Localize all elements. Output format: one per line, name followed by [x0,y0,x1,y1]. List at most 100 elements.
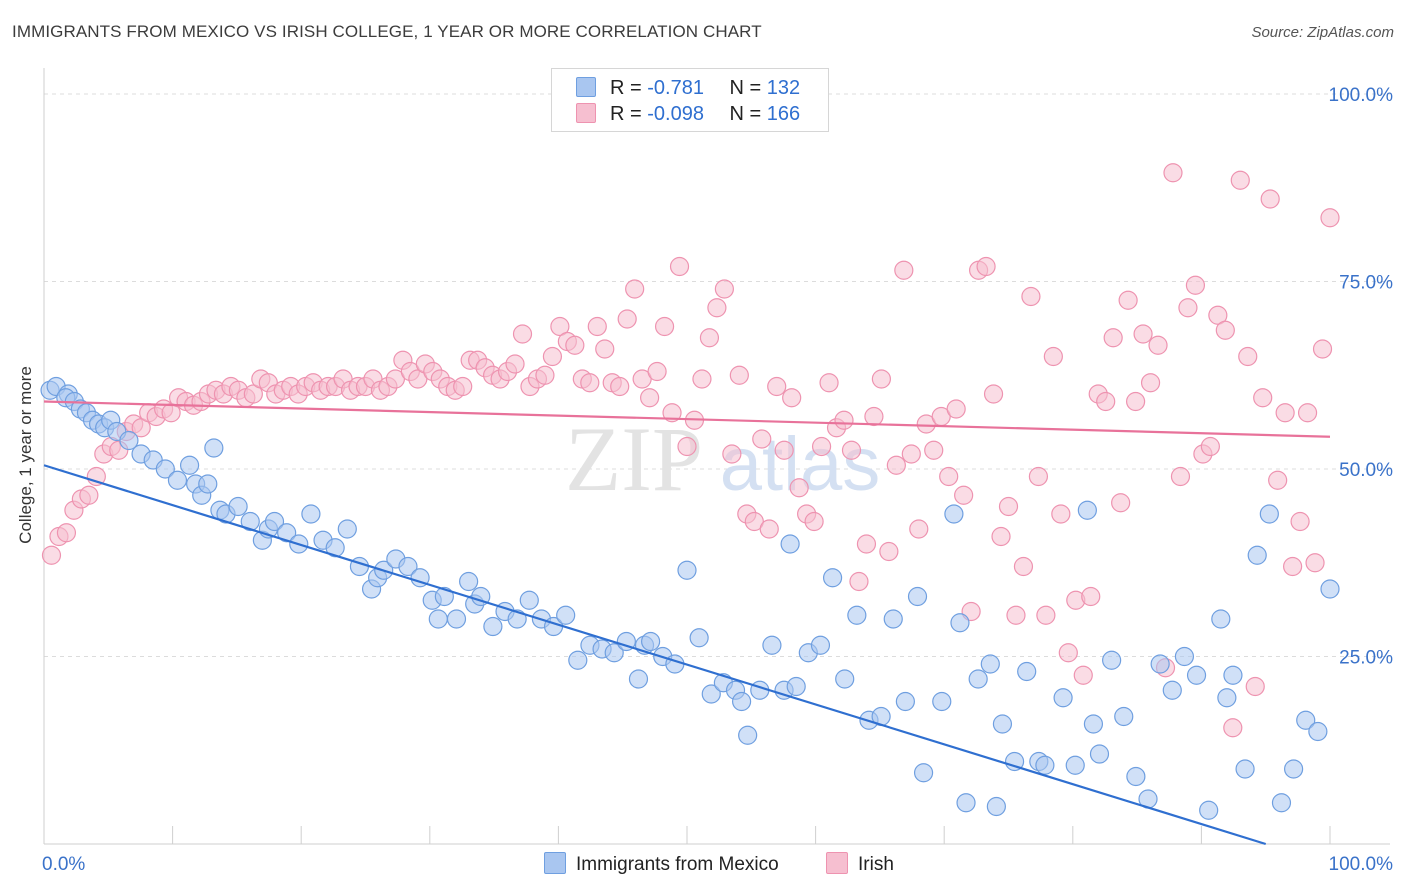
irish-point [1058,643,1078,663]
mexico-point [835,669,855,689]
irish-point [841,440,862,460]
mexico-point [337,519,357,539]
irish-point [1103,328,1123,348]
irish-point [662,403,682,423]
irish-point [729,365,749,385]
irish-point [856,534,877,554]
irish-point [1283,556,1303,577]
mexico-point [1083,714,1104,734]
tick-labels: 25.0% 50.0% 75.0% 100.0% 0.0% 100.0% [42,85,1393,875]
legend-n-label: N = [729,103,762,125]
irish-r-value: -0.098 [647,103,704,125]
mexico-point [847,605,867,625]
irish-point [1312,339,1333,359]
irish-point [901,444,921,464]
irish-point [1170,466,1191,487]
irish-legend-label: Irish [858,854,894,875]
mexico-point [738,725,758,745]
irish-point [1223,718,1243,738]
legend-row-irish: R = -0.098 N = 166 [576,103,800,125]
irish-point [811,436,832,457]
irish-point [1133,324,1153,344]
irish-point [453,376,473,397]
mexico-n-value: 132 [766,77,801,99]
mexico-legend-label: Immigrants from Mexico [576,854,779,875]
irish-point [1006,605,1026,625]
irish-point [909,519,929,539]
irish-point [714,279,734,299]
mexico-point [1259,504,1279,524]
irish-point [804,511,824,532]
irish-point [849,571,869,592]
mexico-point [1284,759,1304,779]
mexico-point [119,430,139,451]
mexico-point [665,654,685,674]
axes [43,68,1390,845]
irish-point [625,279,645,299]
irish-point [1178,298,1198,318]
mexico-point [689,628,709,648]
irish-point [512,324,533,344]
irish-point [939,466,959,487]
irish-point [976,256,996,277]
irish-point [834,410,854,430]
irish-point [677,436,697,457]
x-tick-label-start: 0.0% [42,854,85,875]
mexico-legend-swatch [544,852,566,874]
mexico-point [1296,710,1316,730]
irish-point [669,256,690,277]
irish-point [1148,335,1168,355]
irish-point [1163,163,1183,183]
irish-point [991,526,1011,547]
mexico-point [1199,800,1219,820]
mexico-point [913,763,934,783]
mexico-point [1053,688,1073,708]
mexico-point [277,523,297,543]
y-tick-label: 100.0% [1329,85,1394,106]
mexico-point [155,459,175,479]
irish-point [752,429,772,449]
irish-point [1253,388,1273,408]
irish-point [759,519,779,539]
mexico-point [483,616,503,637]
irish-point [692,369,712,389]
mexico-point [616,631,636,652]
irish-points [41,163,1340,738]
mexico-point [1150,654,1170,674]
mexico-point [507,609,527,629]
irish-point [1118,290,1138,310]
mexico-point [780,534,800,554]
mexico-point [956,793,976,813]
mexico-point [398,556,418,577]
irish-trend-line [43,400,1331,438]
irish-point [1111,493,1131,513]
irish-point [1051,504,1071,524]
mexico-point [1174,646,1195,667]
legend-row-mexico: R = -0.781 N = 132 [576,77,800,99]
mexico-point [434,586,454,607]
y-tick-label: 25.0% [1339,648,1393,669]
irish-point [1185,275,1206,295]
mexico-point [1017,661,1037,682]
watermark-zip: ZIP [565,408,703,510]
mexico-point [1077,500,1097,520]
legend-n-label: N = [729,77,762,99]
mexico-point [1126,766,1146,787]
mexico-point [228,496,248,517]
gridlines [44,93,1390,657]
irish-point [647,361,667,382]
mexico-point [641,631,661,652]
mexico-point [932,691,952,712]
irish-point [946,399,966,419]
irish-point [1073,665,1093,685]
mexico-point [968,669,988,689]
mexico-point [628,669,649,689]
mexico-point [1004,751,1025,772]
mexico-point [519,590,539,610]
bottom-legend-mexico: Immigrants from Mexico [544,852,779,876]
mexico-point [822,568,843,588]
irish-point [1140,373,1161,393]
mexico-point [1320,579,1340,599]
irish-point [886,455,906,475]
irish-point [1260,189,1280,209]
